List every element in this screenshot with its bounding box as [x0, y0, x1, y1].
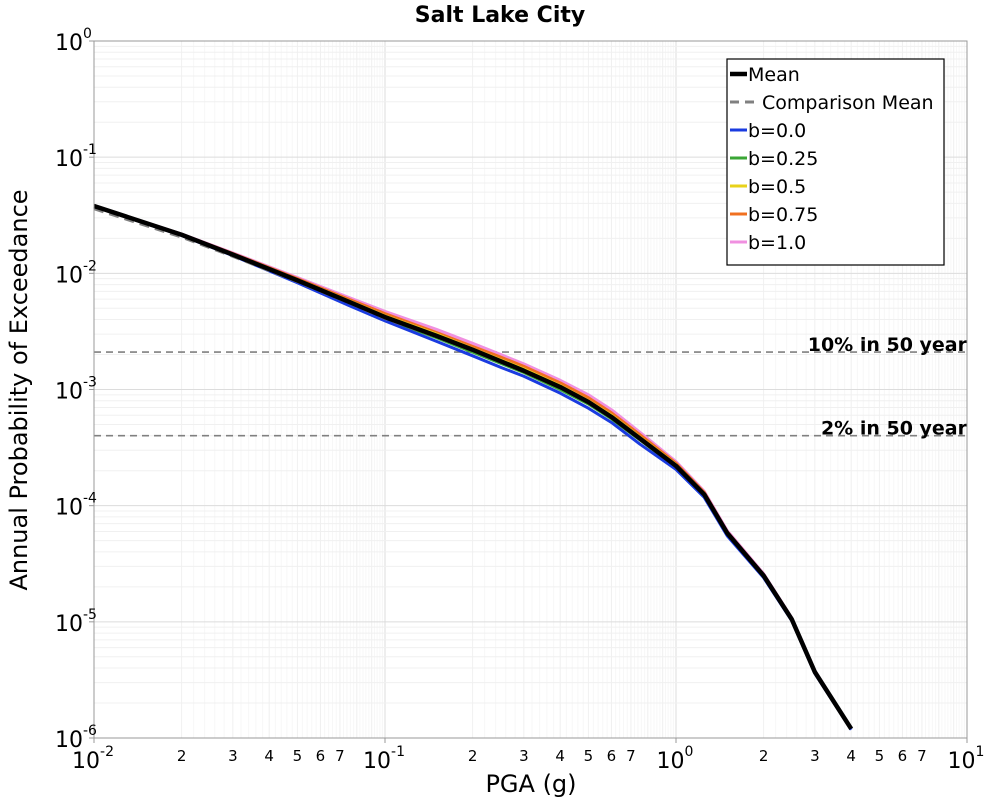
- series-lines: [93, 203, 854, 731]
- legend-label: Mean: [748, 64, 800, 86]
- x-minor-tick-label: 2: [759, 747, 769, 765]
- x-minor-tick-label: 2: [468, 747, 478, 765]
- y-major-tick-label: 10-4: [55, 491, 97, 521]
- x-axis-label: PGA (g): [485, 770, 576, 798]
- legend-label: b=0.5: [748, 176, 806, 198]
- legend-label: b=0.75: [748, 204, 818, 226]
- chart-title: Salt Lake City: [415, 3, 585, 28]
- x-minor-tick-label: 5: [875, 747, 885, 765]
- legend-box: [726, 58, 945, 266]
- y-major-tick-label: 10-2: [55, 258, 97, 288]
- x-minor-tick-label: 4: [555, 747, 565, 765]
- y-major-tick-label: 10-3: [55, 375, 97, 405]
- x-minor-tick-label: 6: [316, 747, 326, 765]
- y-major-tick-label: 100: [55, 26, 92, 56]
- legend-label: b=0.25: [748, 148, 818, 170]
- legend-label: b=1.0: [748, 232, 806, 254]
- x-major-tick-label: 101: [948, 744, 985, 774]
- x-major-tick-label: 100: [657, 744, 694, 774]
- y-major-tick-label: 10-6: [55, 723, 97, 753]
- x-minor-tick-label: 5: [584, 747, 594, 765]
- x-minor-tick-label: 3: [228, 747, 238, 765]
- x-major-tick-label: 10-2: [72, 744, 114, 774]
- x-minor-tick-label: 7: [917, 747, 927, 765]
- x-minor-tick-label: 3: [519, 747, 529, 765]
- y-major-tick-label: 10-5: [55, 607, 97, 637]
- reference-line-label: 2% in 50 year: [821, 418, 968, 440]
- x-minor-tick-label: 4: [264, 747, 274, 765]
- y-axis-label: Annual Probability of Exceedance: [5, 189, 33, 590]
- x-minor-tick-label: 7: [626, 747, 636, 765]
- x-minor-tick-label: 3: [810, 747, 820, 765]
- x-minor-tick-label: 4: [846, 747, 856, 765]
- reference-lines: 10% in 50 year 2% in 50 year: [94, 334, 968, 440]
- series-line: [93, 203, 854, 731]
- legend-label: b=0.0: [748, 120, 806, 142]
- y-major-tick-label: 10-1: [55, 142, 97, 172]
- x-minor-tick-label: 5: [293, 747, 303, 765]
- x-minor-tick-label: 2: [177, 747, 187, 765]
- y-axis-ticks: 100 10-1 10-2 10-3 10-4 10-5 10-6: [55, 26, 97, 753]
- x-minor-tick-label: 7: [335, 747, 345, 765]
- legend: Mean Comparison Mean b=0.0 b=0.25 b=0.5 b=0.7…: [726, 58, 945, 266]
- x-minor-tick-label: 6: [898, 747, 908, 765]
- x-major-tick-label: 10-1: [363, 744, 405, 774]
- legend-label: Comparison Mean: [762, 92, 934, 114]
- x-minor-tick-label: 6: [607, 747, 617, 765]
- reference-line-label: 10% in 50 year: [808, 334, 968, 356]
